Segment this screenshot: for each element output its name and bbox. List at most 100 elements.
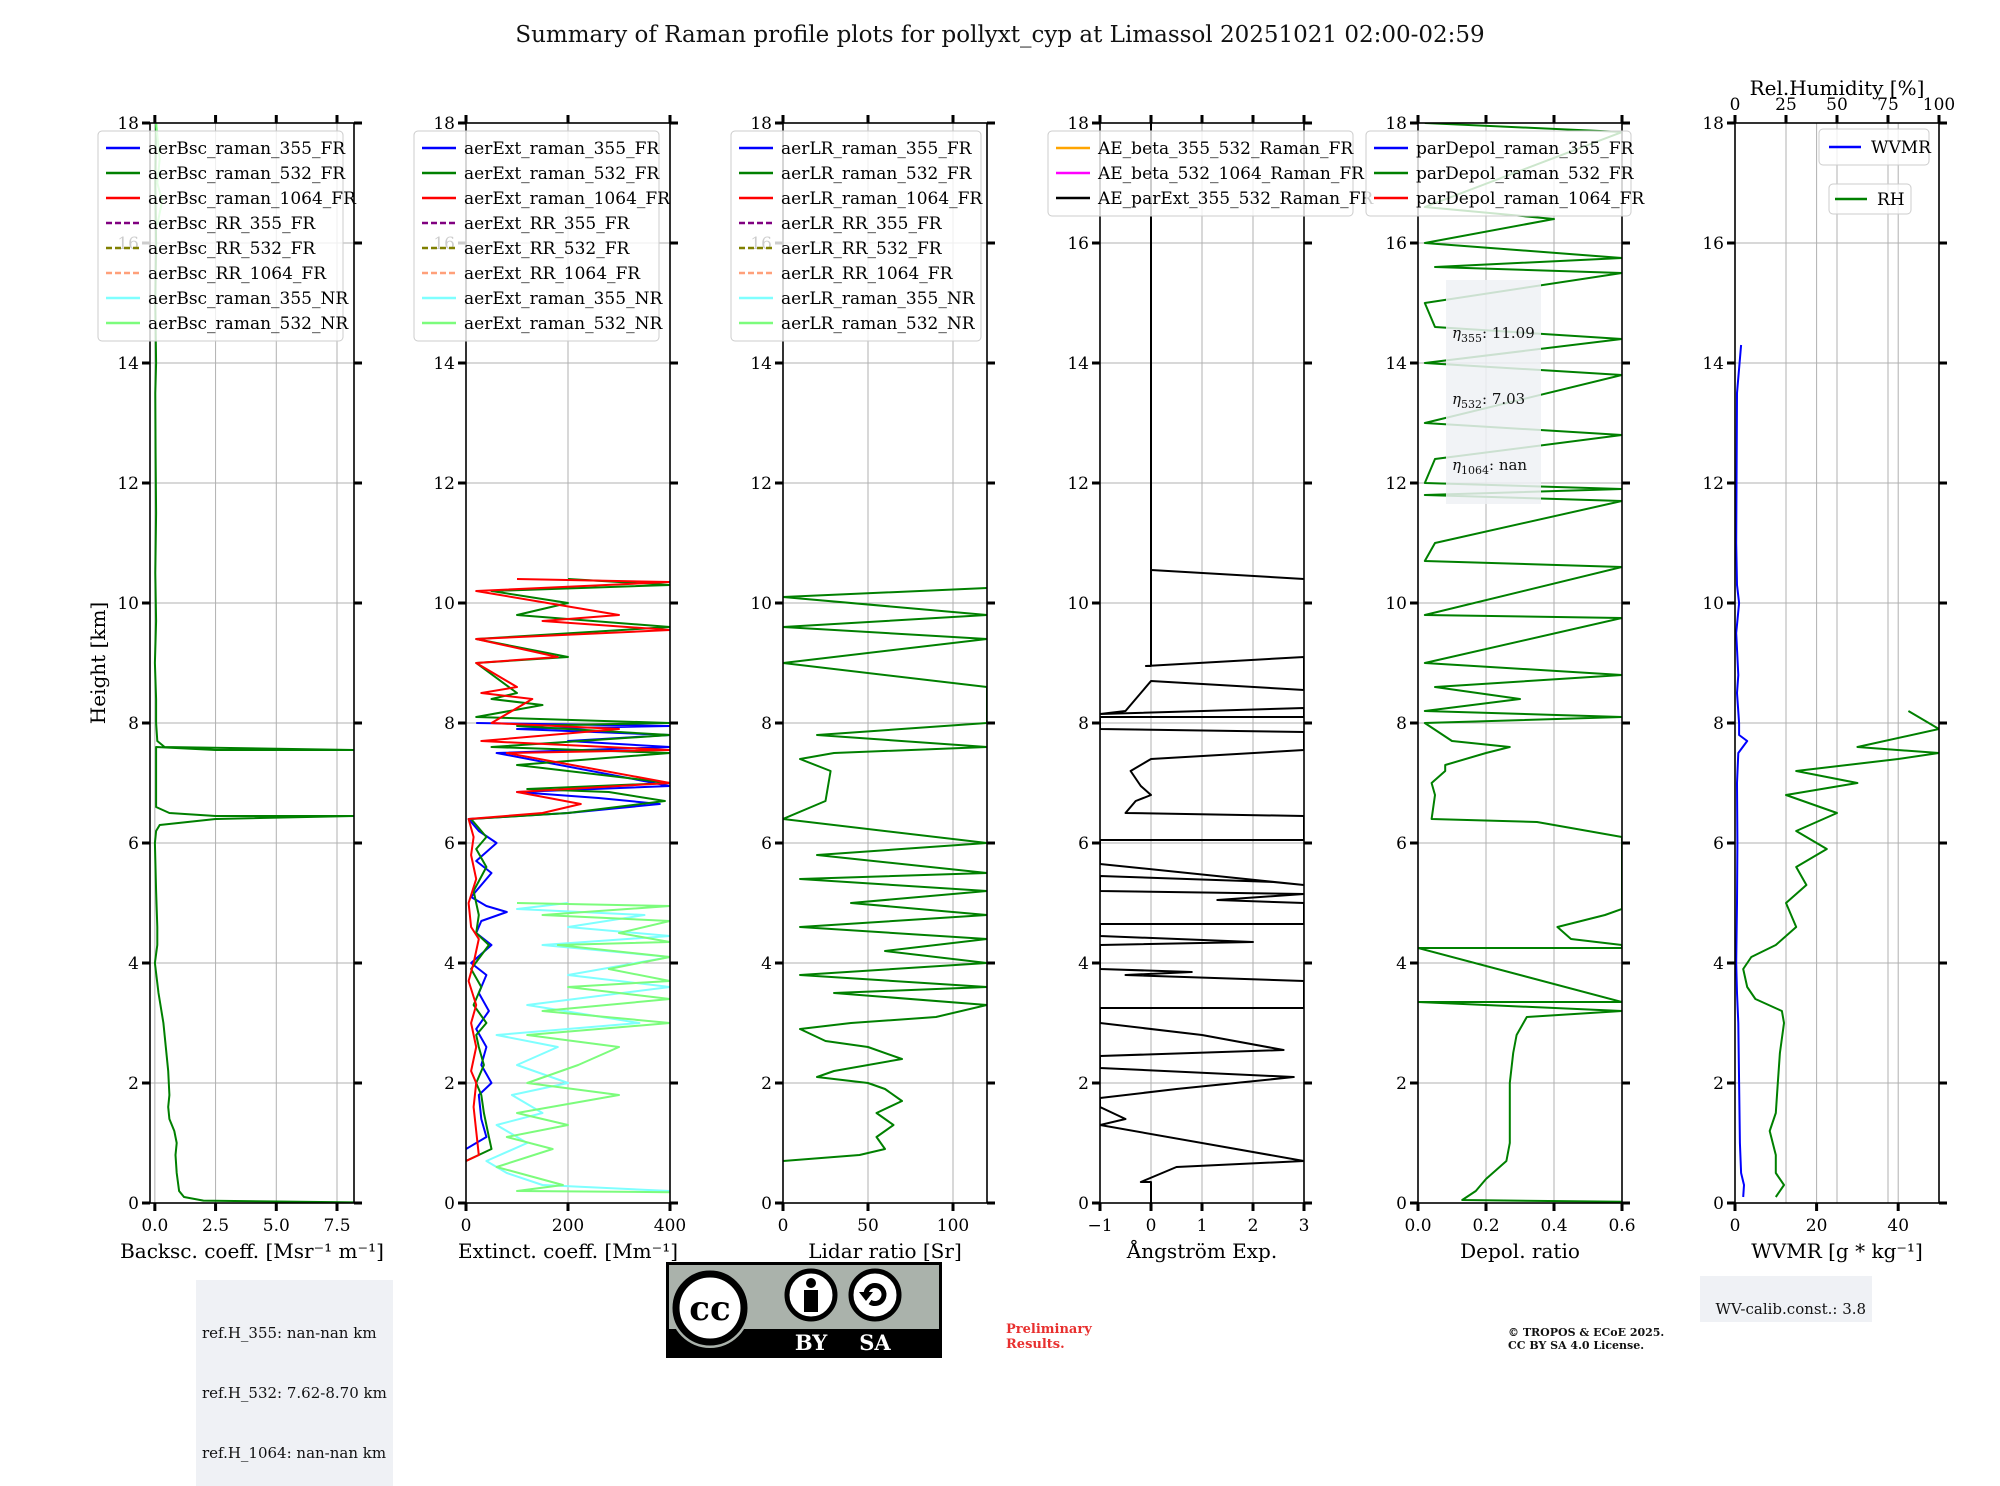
y-tick-label: 4 <box>444 954 455 974</box>
copyright-note: © TROPOS & ECoE 2025. CC BY SA 4.0 Licen… <box>1508 1326 1665 1352</box>
x-tick-label: 0 <box>1146 1216 1157 1236</box>
legend-label: aerBsc_raman_355_FR <box>148 139 346 159</box>
y-tick-label: 4 <box>1078 954 1089 974</box>
series-line-aerBsc_raman_532_FR <box>153 123 354 1203</box>
y-tick-label: 10 <box>1702 594 1724 614</box>
y-tick-label: 16 <box>1702 234 1724 254</box>
wv-calibration-box: WV-calib.const.: 3.8 <box>1700 1276 1873 1322</box>
cc-by-sa-badge: cc BY SA <box>666 1262 942 1358</box>
x-tick-label: 7.5 <box>323 1216 350 1236</box>
ref-height-1064: ref.H_1064: nan-nan km <box>202 1444 387 1462</box>
y-tick-label: 0 <box>1713 1194 1724 1214</box>
y-tick-label: 6 <box>1078 834 1089 854</box>
y-tick-label: 18 <box>117 114 139 134</box>
legend-label: aerLR_RR_1064_FR <box>781 264 954 284</box>
x-axis-label: Extinct. coeff. [Mm⁻¹] <box>458 1239 678 1263</box>
legend-label: parDepol_raman_1064_FR <box>1416 189 1645 209</box>
y-tick-label: 4 <box>1713 954 1724 974</box>
legend-label: aerBsc_raman_532_NR <box>148 314 349 334</box>
y-tick-label: 12 <box>750 474 772 494</box>
x-axis-label: Backsc. coeff. [Msr⁻¹ m⁻¹] <box>120 1239 384 1263</box>
x-axis-label: Ångström Exp. <box>1126 1238 1277 1263</box>
legend-label: AE_beta_532_1064_Raman_FR <box>1097 164 1365 184</box>
legend-label: aerExt_RR_1064_FR <box>464 264 641 284</box>
x2-tick-label: 25 <box>1775 95 1797 115</box>
y-tick-label: 8 <box>1078 714 1089 734</box>
legend-label: aerBsc_RR_355_FR <box>148 214 316 234</box>
y-tick-label: 12 <box>1702 474 1724 494</box>
x-tick-label: 2.5 <box>202 1216 229 1236</box>
y-axis-label: Height [km] <box>86 602 110 724</box>
legend: aerLR_raman_355_FR aerLR_raman_532_FR aerL… <box>730 130 983 342</box>
x-tick-label: 2 <box>1248 1216 1259 1236</box>
legend-label: aerExt_RR_532_FR <box>464 239 630 259</box>
x-tick-label: 40 <box>1887 1216 1909 1236</box>
y-tick-label: 6 <box>761 834 772 854</box>
y-tick-label: 10 <box>1067 594 1089 614</box>
y-tick-label: 6 <box>1713 834 1724 854</box>
legend-label: aerLR_RR_532_FR <box>781 239 943 259</box>
x-tick-label: 5.0 <box>263 1216 290 1236</box>
legend-label: AE_beta_355_532_Raman_FR <box>1097 139 1354 159</box>
y-tick-label: 10 <box>1385 594 1407 614</box>
y-tick-label: 8 <box>444 714 455 734</box>
series-line-AE_parExt_355_532_Raman_FR <box>1100 123 1304 1203</box>
legend-label: WVMR <box>1871 138 1932 158</box>
y-tick-label: 2 <box>1713 1074 1724 1094</box>
ref-height-532: ref.H_532: 7.62-8.70 km <box>202 1384 387 1402</box>
y-tick-label: 0 <box>128 1194 139 1214</box>
panel-depol: 0 2 4 6 8 10 12 14 16 18 0.0 0.2 0.4 0.6 Depol. ratio p… <box>1365 114 1645 1263</box>
x-tick-label: 0.0 <box>1404 1216 1431 1236</box>
x-tick-label: 0.6 <box>1608 1216 1635 1236</box>
legend-label: aerExt_raman_355_FR <box>464 139 660 159</box>
eta-calibration-box: η355: 11.09 η532: 7.03 η1064: nan <box>1446 280 1541 504</box>
x2-tick-label: 0 <box>1730 95 1741 115</box>
panel-wv: 0 2 4 6 8 10 12 14 16 18 0 20 40 0 25 50 75 100Rel.Humidi… <box>1702 76 1955 1263</box>
y-tick-label: 14 <box>1385 354 1407 374</box>
legend-box <box>730 130 982 342</box>
y-tick-label: 6 <box>128 834 139 854</box>
legend-label: aerLR_raman_1064_FR <box>781 189 983 209</box>
y-tick-label: 12 <box>117 474 139 494</box>
legend-label: aerExt_raman_532_NR <box>464 314 663 334</box>
x-tick-label: 400 <box>654 1216 686 1236</box>
legend-box <box>413 130 660 342</box>
y-tick-label: 12 <box>433 474 455 494</box>
y-tick-label: 14 <box>1067 354 1089 374</box>
x-axis-label: WVMR [g * kg⁻¹] <box>1751 1239 1923 1263</box>
x-tick-label: 100 <box>937 1216 969 1236</box>
y-tick-label: 12 <box>1067 474 1089 494</box>
y-tick-label: 2 <box>1396 1074 1407 1094</box>
axes-frame <box>782 122 988 1204</box>
legend-label: parDepol_raman_532_FR <box>1416 164 1635 184</box>
y-tick-label: 0 <box>1396 1194 1407 1214</box>
cc-by-label: BY <box>795 1330 828 1355</box>
series-line-aerExt_raman_355_NR <box>485 902 670 1192</box>
ref-height-355: ref.H_355: nan-nan km <box>202 1324 377 1342</box>
y-tick-label: 2 <box>128 1074 139 1094</box>
series-line-WVMR <box>1735 344 1749 1198</box>
legend-label: parDepol_raman_355_FR <box>1416 139 1635 159</box>
legend-label: RH <box>1877 190 1905 210</box>
wv-calib-const: WV-calib.const.: 3.8 <box>1715 1300 1867 1318</box>
legend-label: aerBsc_RR_532_FR <box>148 239 316 259</box>
panel-ext: 0246810121416180200400Extinct. coeff. [M… <box>413 114 686 1263</box>
y-tick-label: 4 <box>761 954 772 974</box>
y-tick-label: 8 <box>761 714 772 734</box>
x-tick-label: 3 <box>1299 1216 1310 1236</box>
legend-box <box>1047 130 1354 217</box>
series-line-RH <box>1742 710 1939 1198</box>
series-group <box>1100 123 1304 1203</box>
y-tick-label: 4 <box>128 954 139 974</box>
y-tick-label: 6 <box>1396 834 1407 854</box>
figure-title: Summary of Raman profile plots for polly… <box>515 22 1485 48</box>
x-axis-label: Lidar ratio [Sr] <box>808 1239 962 1263</box>
y-tick-label: 8 <box>1713 714 1724 734</box>
share-alike-icon <box>848 1268 902 1322</box>
legend-label: aerLR_RR_355_FR <box>781 214 943 234</box>
legend-label: AE_parExt_355_532_Raman_FR <box>1097 189 1374 209</box>
x-tick-label: 0.0 <box>141 1216 168 1236</box>
panel-lr: 024681012141618050100Lidar ratio [Sr]aer… <box>730 114 995 1263</box>
cc-sa-label: SA <box>859 1330 891 1355</box>
